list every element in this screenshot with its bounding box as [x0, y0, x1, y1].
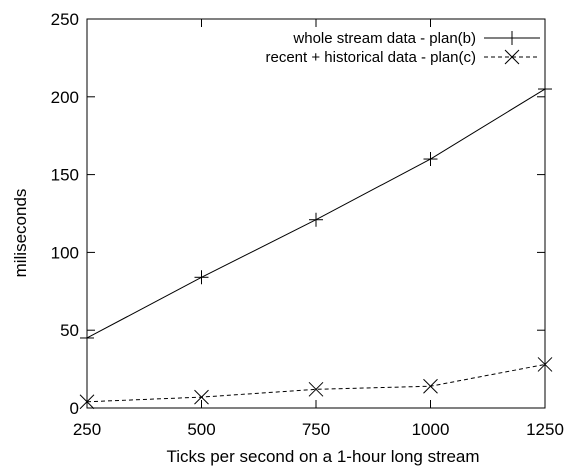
y-tick-label: 50 [60, 321, 79, 340]
y-tick-label: 250 [51, 10, 79, 29]
series-2-point [308, 381, 324, 397]
legend-label-2: recent + historical data - plan(c) [265, 49, 476, 66]
series-2-point [194, 389, 209, 405]
series-line-2 [86, 363, 546, 403]
x-tick-label: 750 [302, 420, 330, 439]
legend-label-1: whole stream data - plan(b) [292, 30, 476, 47]
x-axis-title: Ticks per second on a 1-hour long stream [166, 447, 479, 466]
y-tick-label: 200 [51, 88, 79, 107]
x-tick-label: 250 [73, 420, 101, 439]
x-tick-label: 500 [187, 420, 215, 439]
plot-area: 0 50 100 150 200 250 250 500 750 1000 1250 whole st… [51, 10, 564, 439]
y-tick-label: 0 [70, 399, 79, 418]
y-tick-label: 150 [51, 166, 79, 185]
series-2-point [537, 357, 553, 372]
legend-marker-2 [504, 49, 520, 65]
series-2-point [79, 394, 95, 410]
y-tick-label: 100 [51, 243, 79, 262]
y-axis-title: miliseconds [11, 189, 30, 278]
x-tick-label: 1000 [412, 420, 450, 439]
series-2-point [423, 378, 438, 394]
x-tick-label: 1250 [526, 420, 564, 439]
